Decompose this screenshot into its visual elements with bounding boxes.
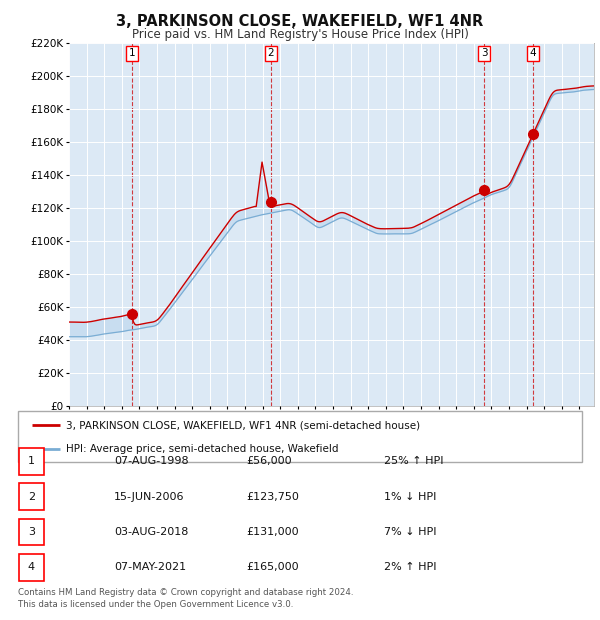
Text: 1: 1: [28, 456, 35, 466]
Text: 25% ↑ HPI: 25% ↑ HPI: [384, 456, 443, 466]
Text: 2% ↑ HPI: 2% ↑ HPI: [384, 562, 437, 572]
Text: £123,750: £123,750: [246, 492, 299, 502]
Text: 3, PARKINSON CLOSE, WAKEFIELD, WF1 4NR (semi-detached house): 3, PARKINSON CLOSE, WAKEFIELD, WF1 4NR (…: [66, 420, 420, 430]
Text: 7% ↓ HPI: 7% ↓ HPI: [384, 527, 437, 537]
Text: Price paid vs. HM Land Registry's House Price Index (HPI): Price paid vs. HM Land Registry's House …: [131, 28, 469, 40]
FancyBboxPatch shape: [19, 554, 44, 581]
Text: 07-MAY-2021: 07-MAY-2021: [114, 562, 186, 572]
FancyBboxPatch shape: [19, 448, 44, 475]
Text: 4: 4: [28, 562, 35, 572]
Text: 3, PARKINSON CLOSE, WAKEFIELD, WF1 4NR: 3, PARKINSON CLOSE, WAKEFIELD, WF1 4NR: [116, 14, 484, 29]
Text: 1% ↓ HPI: 1% ↓ HPI: [384, 492, 436, 502]
Text: 2: 2: [268, 48, 274, 58]
Text: £165,000: £165,000: [246, 562, 299, 572]
Text: 15-JUN-2006: 15-JUN-2006: [114, 492, 185, 502]
Text: 3: 3: [481, 48, 487, 58]
Text: £131,000: £131,000: [246, 527, 299, 537]
FancyBboxPatch shape: [18, 411, 582, 462]
Text: HPI: Average price, semi-detached house, Wakefield: HPI: Average price, semi-detached house,…: [66, 444, 338, 454]
Text: 07-AUG-1998: 07-AUG-1998: [114, 456, 188, 466]
Text: 3: 3: [28, 527, 35, 537]
Text: 2: 2: [28, 492, 35, 502]
Text: 4: 4: [530, 48, 536, 58]
Text: Contains HM Land Registry data © Crown copyright and database right 2024.
This d: Contains HM Land Registry data © Crown c…: [18, 588, 353, 609]
Text: £56,000: £56,000: [246, 456, 292, 466]
FancyBboxPatch shape: [19, 483, 44, 510]
Text: 1: 1: [128, 48, 136, 58]
Text: 03-AUG-2018: 03-AUG-2018: [114, 527, 188, 537]
FancyBboxPatch shape: [19, 518, 44, 546]
